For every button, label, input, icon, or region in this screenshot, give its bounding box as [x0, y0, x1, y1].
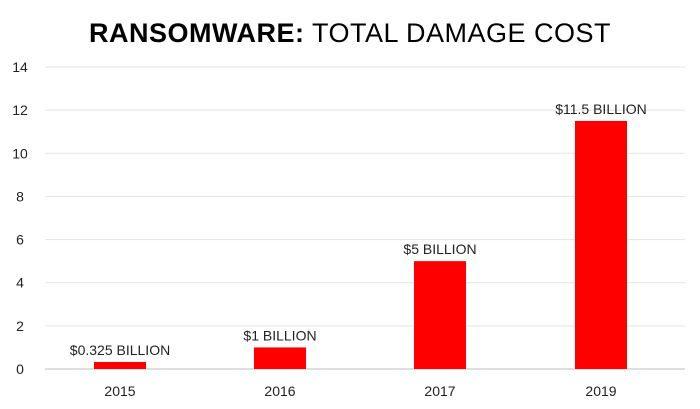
- y-tick-label: 8: [16, 188, 24, 204]
- x-tick-label: 2019: [585, 383, 616, 399]
- chart-title-bold: RANSOMWARE:: [88, 18, 305, 48]
- y-tick-label: 0: [16, 361, 24, 377]
- chart-title-light: TOTAL DAMAGE COST: [304, 18, 612, 48]
- data-label: $0.325 BILLION: [70, 342, 170, 358]
- x-tick-label: 2015: [104, 383, 135, 399]
- y-tick-label: 2: [16, 318, 24, 334]
- y-tick-label: 10: [12, 145, 28, 161]
- x-tick-label: 2017: [424, 383, 455, 399]
- bar-2015: [94, 361, 146, 369]
- bar-2019: [575, 120, 627, 369]
- data-label: $1 BILLION: [243, 327, 316, 343]
- bar-2016: [254, 347, 306, 369]
- y-tick-label: 12: [12, 102, 28, 118]
- y-tick-label: 4: [16, 275, 24, 291]
- y-tick-label: 14: [12, 59, 28, 75]
- x-tick-label: 2016: [264, 383, 295, 399]
- y-tick-label: 6: [16, 232, 24, 248]
- bar-2017: [414, 261, 466, 369]
- chart-title: RANSOMWARE: TOTAL DAMAGE COST: [0, 18, 700, 49]
- data-label: $5 BILLION: [403, 241, 476, 257]
- data-label: $11.5 BILLION: [555, 101, 647, 117]
